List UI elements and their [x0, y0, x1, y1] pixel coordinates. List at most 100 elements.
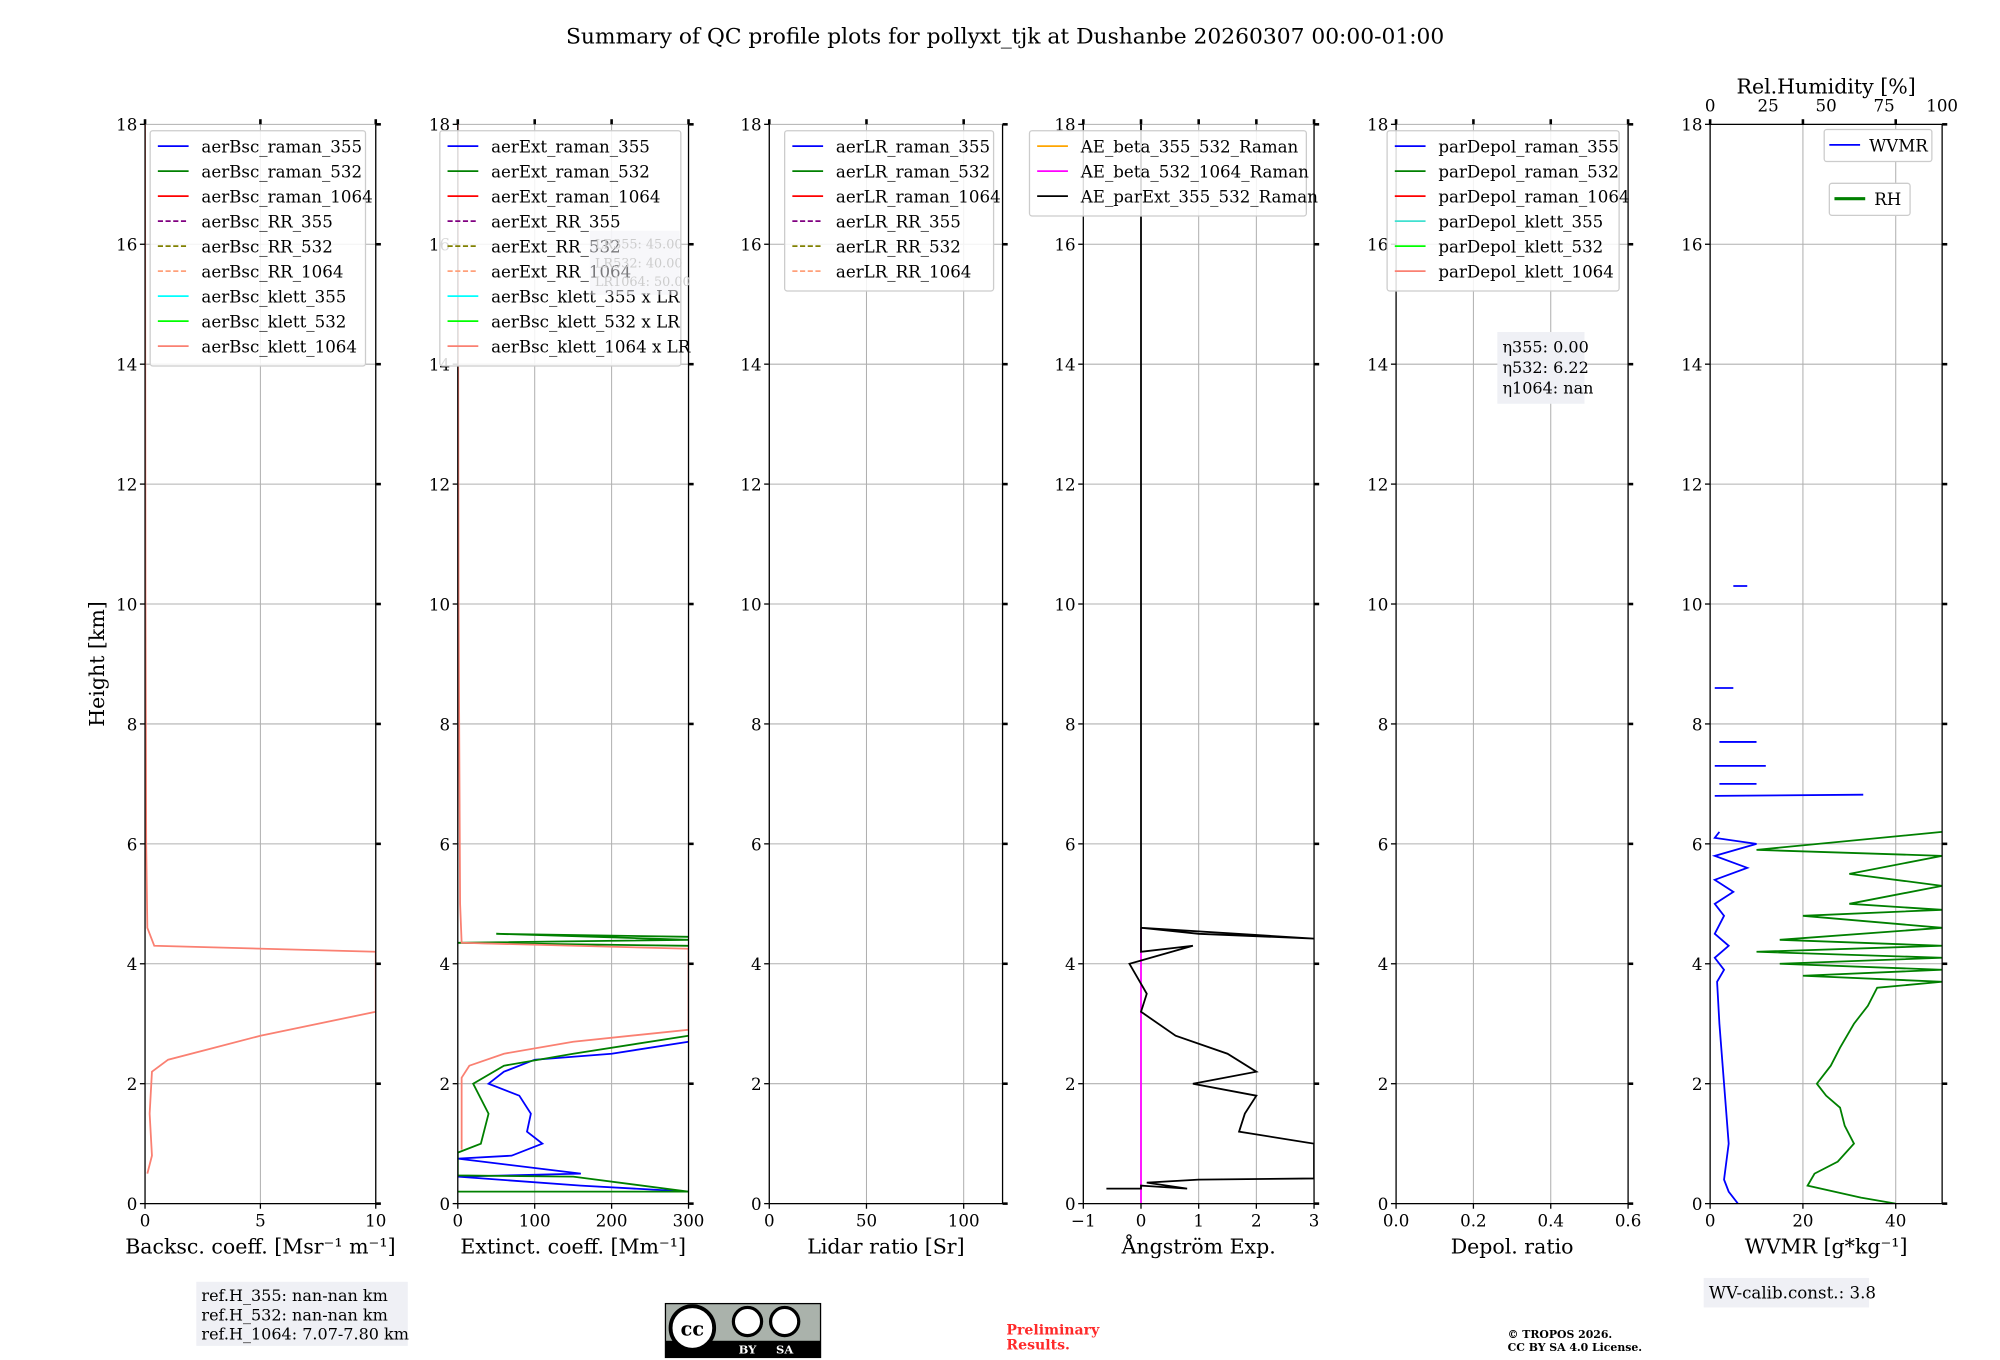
x-axis-label: Depol. ratio [1451, 1235, 1574, 1259]
annotation-line: LR1064: 50.00 [595, 275, 691, 290]
legend-wvmr: WVMR [1823, 128, 1933, 163]
x-tick-label: 20 [1792, 1212, 1813, 1231]
legend-entry: aerBsc_raman_532 [201, 163, 362, 182]
x-tick-label: 0 [1136, 1212, 1147, 1231]
wv-calib-box [1703, 1277, 1870, 1308]
y-tick-label: 6 [1065, 835, 1076, 854]
y-tick-label: 12 [1054, 476, 1075, 495]
license-text: CC BY SA 4.0 License. [1508, 1341, 1642, 1354]
results-text: Results. [1006, 1338, 1070, 1354]
legend-entry: aerBsc_klett_1064 [201, 337, 357, 356]
x-tick-label: 40 [1885, 1212, 1906, 1231]
y-tick-label: 18 [1367, 116, 1388, 135]
legend: parDepol_raman_355 parDepol_raman_532 parD… [1386, 130, 1630, 292]
legend-entry: aerBsc_raman_355 [201, 138, 362, 157]
legend-entry: aerExt_RR_355 [491, 213, 621, 232]
y-tick-label: 0 [1378, 1195, 1389, 1214]
series-aerext-raman-355 [457, 1040, 689, 1193]
x-tick-label: 1 [1193, 1212, 1204, 1231]
series-aerbsc-klett-1064-x-lr [457, 124, 689, 1150]
annotation-line: LR355: 45.00 [595, 238, 683, 253]
series-wvmr-high [1714, 793, 1864, 797]
y-tick-label: 4 [127, 955, 138, 974]
x-tick-label: 5 [255, 1212, 266, 1231]
y-tick-label: 12 [116, 476, 137, 495]
y-tick-label: 0 [1692, 1195, 1703, 1214]
legend-entry: aerLR_RR_532 [836, 238, 961, 257]
legend-entry: aerLR_RR_1064 [836, 263, 971, 282]
legend-entry: aerExt_RR_532 [491, 238, 621, 257]
y-tick-label: 0 [439, 1195, 450, 1214]
top-x-axis-label: Rel.Humidity [%] [1737, 75, 1916, 99]
y-tick-label: 4 [439, 955, 450, 974]
x-axis-label: Extinct. coeff. [Mm⁻¹] [460, 1235, 686, 1259]
y-tick-label: 2 [751, 1075, 762, 1094]
series-wvmr [1711, 831, 1757, 1204]
y-tick-label: 16 [740, 236, 761, 255]
y-tick-label: 12 [429, 476, 450, 495]
y-tick-label: 10 [1367, 595, 1388, 614]
y-tick-label: 8 [1065, 715, 1076, 734]
x-tick-label: 0.6 [1615, 1212, 1642, 1231]
legend-entry: aerExt_raman_532 [491, 163, 650, 182]
legend-entry: parDepol_klett_532 [1438, 238, 1603, 257]
y-tick-label: 2 [1692, 1075, 1703, 1094]
legend-entry: aerBsc_klett_532 x LR [491, 313, 680, 332]
x-tick-label: 3 [1309, 1212, 1320, 1231]
y-tick-label: 14 [1054, 356, 1075, 375]
annotation-line: η532: 6.22 [1502, 358, 1588, 377]
legend-entry: aerBsc_klett_355 [201, 288, 346, 307]
y-tick-label: 8 [1378, 715, 1389, 734]
panel-2: 0246810121416180100200300Extinct. coeff.… [429, 116, 705, 1259]
series-rh [1756, 830, 1943, 1204]
y-tick-label: 10 [740, 595, 761, 614]
y-tick-label: 6 [439, 835, 450, 854]
legend-entry: aerBsc_RR_532 [201, 238, 332, 257]
y-tick-label: 10 [429, 595, 450, 614]
cc-logo-text: cc [681, 1318, 704, 1341]
y-tick-label: 6 [751, 835, 762, 854]
y-tick-label: 8 [751, 715, 762, 734]
legend-entry: aerExt_raman_355 [491, 138, 650, 157]
legend-label: RH [1874, 190, 1901, 209]
x-tick-label: 0 [140, 1212, 151, 1231]
x-tick-label: 0.2 [1460, 1212, 1487, 1231]
series-aerext-raman-532 [457, 1034, 689, 1193]
x-tick-label: 100 [948, 1212, 980, 1231]
y-tick-label: 16 [116, 236, 137, 255]
x-tick-label: 50 [856, 1212, 877, 1231]
x-tick-label: 2 [1251, 1212, 1262, 1231]
legend: aerLR_raman_355 aerLR_raman_532 aerLR_rama… [784, 130, 1001, 292]
legend-entry: aerLR_RR_355 [836, 213, 961, 232]
top-x-tick-label: 0 [1705, 97, 1716, 116]
y-tick-label: 6 [127, 835, 138, 854]
preliminary-text: Preliminary [1006, 1322, 1100, 1338]
legend-entry: aerBsc_klett_532 [201, 313, 346, 332]
y-tick-label: 2 [1065, 1075, 1076, 1094]
legend-entry: aerBsc_RR_355 [201, 213, 332, 232]
series-aerext-raman-532-upper [457, 932, 689, 947]
y-tick-label: 2 [127, 1075, 138, 1094]
legend: aerExt_raman_355 aerExt_raman_532 aerExt_r… [439, 130, 691, 367]
ref-height-355: ref.H_355: nan-nan km [201, 1286, 387, 1305]
legend-label: WVMR [1869, 136, 1928, 155]
annotation-line: LR532: 40.00 [595, 256, 683, 271]
panel-3: 0 2 4 6 8 10 12 14 16 18 0 50 100 Lidar ratio [Sr] aer… [740, 116, 1008, 1259]
y-tick-label: 8 [1692, 715, 1703, 734]
y-tick-label: 12 [1681, 476, 1702, 495]
y-tick-label: 4 [751, 955, 762, 974]
legend-entry: parDepol_raman_355 [1438, 138, 1619, 157]
y-tick-label: 6 [1692, 835, 1703, 854]
wv-calib-text: WV-calib.const.: 3.8 [1709, 1283, 1876, 1302]
cc-sa-text: SA [776, 1343, 794, 1357]
y-tick-label: 12 [1367, 476, 1388, 495]
legend-entry: parDepol_raman_1064 [1438, 188, 1629, 207]
top-x-tick-label: 75 [1874, 97, 1895, 116]
lidar-ratio-annotation: LR355: 45.00 LR532: 40.00 LR1064: 50.00 [589, 230, 691, 295]
y-tick-label: 16 [1054, 236, 1075, 255]
by-icon [731, 1305, 764, 1338]
top-x-tick-label: 25 [1758, 97, 1779, 116]
y-tick-label: 4 [1065, 955, 1076, 974]
series-ae-parext-355-532-raman [1106, 124, 1315, 1190]
